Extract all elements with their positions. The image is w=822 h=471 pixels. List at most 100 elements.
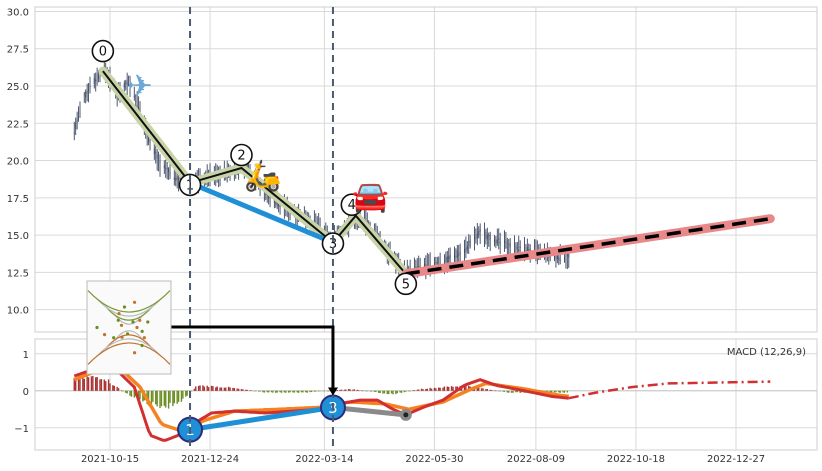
histogram-bar	[172, 390, 174, 407]
histogram-bar	[408, 390, 410, 392]
histogram-bar	[142, 390, 144, 402]
histogram-bar	[553, 390, 556, 393]
candle-body	[458, 255, 460, 256]
histogram-bar	[439, 387, 441, 391]
histogram-bar	[159, 390, 161, 409]
candle-body	[476, 233, 478, 239]
candle-body	[76, 119, 78, 123]
histogram-bar	[323, 390, 326, 392]
panel-frame	[34, 338, 818, 451]
histogram-bar	[340, 389, 343, 391]
histogram-bar	[193, 388, 196, 391]
y-tick-label: 15.0	[7, 231, 29, 242]
histogram-bar	[113, 385, 115, 391]
histogram-bar	[105, 381, 107, 391]
y-tick-label: −1	[14, 424, 29, 435]
candle-body	[168, 168, 170, 173]
histogram-bar	[448, 386, 450, 391]
histogram-bar	[450, 386, 453, 391]
candle-body	[529, 248, 531, 251]
histogram-bar	[503, 390, 506, 392]
histogram-bar	[418, 389, 420, 391]
histogram-bar	[116, 386, 118, 391]
histogram-bar	[435, 388, 437, 391]
histogram-bar	[512, 390, 514, 393]
histogram-bar	[215, 387, 217, 391]
swing-label-2: 2	[230, 143, 253, 167]
histogram-bar	[498, 390, 500, 392]
histogram-bar	[223, 387, 226, 391]
histogram-bar	[95, 377, 97, 391]
histogram-bar	[558, 390, 560, 393]
histogram-bar	[173, 390, 176, 404]
panel-frame	[34, 6, 818, 333]
histogram-bar	[112, 385, 114, 391]
histogram-bar	[495, 390, 497, 392]
candle-body	[474, 236, 475, 240]
histogram-bar	[233, 387, 236, 391]
swing-label-text: 5	[402, 277, 410, 292]
candle-body	[449, 254, 451, 260]
histogram-bar	[379, 390, 381, 394]
histogram-bar	[409, 390, 411, 392]
histogram-bar	[190, 390, 193, 392]
inset-connector	[171, 325, 335, 393]
swing-label-text: 3	[329, 237, 337, 252]
histogram-bar	[396, 390, 398, 394]
histogram-bar	[237, 388, 240, 391]
candle-body	[126, 80, 128, 86]
candle-body	[435, 261, 437, 264]
inset-dot	[131, 320, 135, 324]
histogram-bar	[129, 390, 131, 396]
histogram-bar	[486, 388, 489, 391]
swing-label-5: 5	[394, 272, 418, 296]
histogram-bar	[122, 390, 124, 392]
histogram-bar	[357, 390, 360, 391]
histogram-bar	[270, 390, 273, 393]
candle-body	[565, 256, 567, 257]
candle-body	[514, 243, 515, 245]
candle-body	[489, 234, 491, 240]
candle-body	[169, 171, 171, 176]
histogram-bar	[263, 390, 266, 393]
histogram-bar	[452, 386, 454, 391]
candle-body	[508, 243, 510, 244]
histogram-bar	[510, 390, 513, 393]
inset-curve	[114, 330, 144, 341]
histogram-bar	[255, 390, 257, 392]
histogram-bar	[422, 389, 424, 391]
histogram-bar	[339, 389, 341, 391]
histogram-bar	[550, 390, 553, 393]
y-tick-label: 17.5	[7, 194, 29, 205]
x-tick-label: 2022-10-18	[607, 454, 665, 465]
overlay	[86, 7, 338, 450]
histogram-bar	[220, 387, 223, 391]
candle-body	[178, 178, 180, 180]
histogram-bar	[210, 385, 213, 391]
histogram-bar	[73, 377, 75, 391]
histogram-bar	[250, 390, 253, 392]
histogram-bar	[377, 390, 380, 393]
candle-body	[556, 254, 558, 259]
candle-body	[486, 235, 488, 240]
signal-line	[73, 366, 570, 434]
inset-dot	[135, 325, 139, 330]
swing-label-circle	[321, 232, 345, 255]
histogram-bar	[259, 390, 261, 392]
histogram-bar	[74, 379, 77, 391]
histogram-bar	[516, 390, 519, 393]
histogram-bar	[195, 386, 197, 391]
y-tick-label: 20.0	[7, 157, 29, 168]
macd-forecast	[568, 380, 771, 400]
histogram-bar	[130, 390, 133, 397]
candle-body	[558, 257, 560, 261]
candle-body	[469, 240, 471, 247]
swing-label-text: 0	[99, 45, 107, 60]
candle-body	[148, 137, 150, 142]
histogram-bar	[489, 389, 491, 391]
swing-line	[102, 70, 407, 275]
candle-body	[433, 263, 435, 265]
x-tick-label: 2022-12-27	[707, 454, 765, 465]
histogram	[73, 375, 569, 409]
